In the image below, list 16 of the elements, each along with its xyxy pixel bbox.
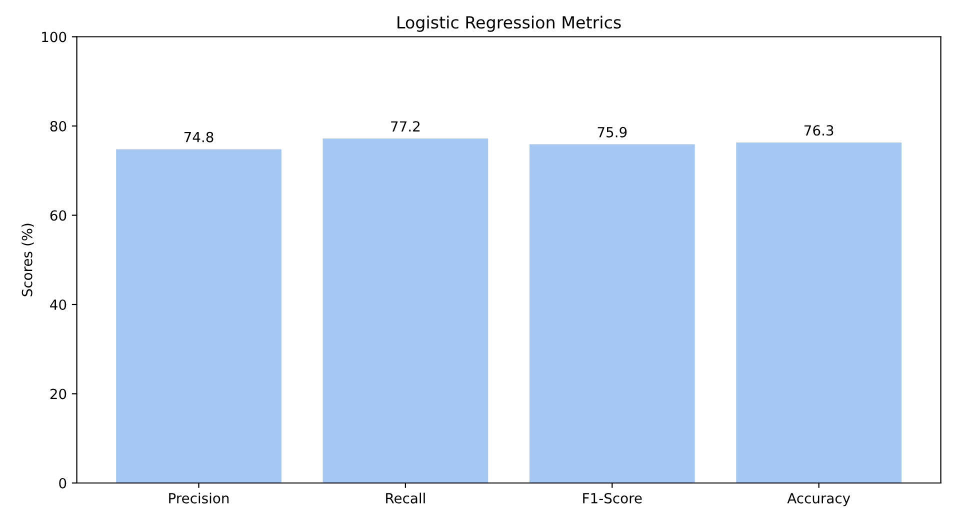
y-tick-label: 80 <box>50 120 66 132</box>
y-tick-label: 20 <box>50 388 66 400</box>
data-label: 77.2 <box>391 121 420 132</box>
x-tick-label: Recall <box>386 492 425 504</box>
y-tick-label: 100 <box>42 32 66 42</box>
y-tick-label: 0 <box>59 478 66 488</box>
y-tick-label: 60 <box>50 210 66 221</box>
y-tick-label: 40 <box>50 299 66 310</box>
x-tick-label: F1-Score <box>583 492 642 504</box>
data-label: 74.8 <box>184 132 214 142</box>
y-axis-title: Scores (%) <box>22 224 34 296</box>
chart-title: Logistic Regression Metrics <box>398 16 621 32</box>
data-label: 75.9 <box>598 126 627 138</box>
data-label: 76.3 <box>804 125 834 136</box>
x-tick-label: Precision <box>169 492 229 504</box>
x-tick-label: Accuracy <box>787 493 850 506</box>
